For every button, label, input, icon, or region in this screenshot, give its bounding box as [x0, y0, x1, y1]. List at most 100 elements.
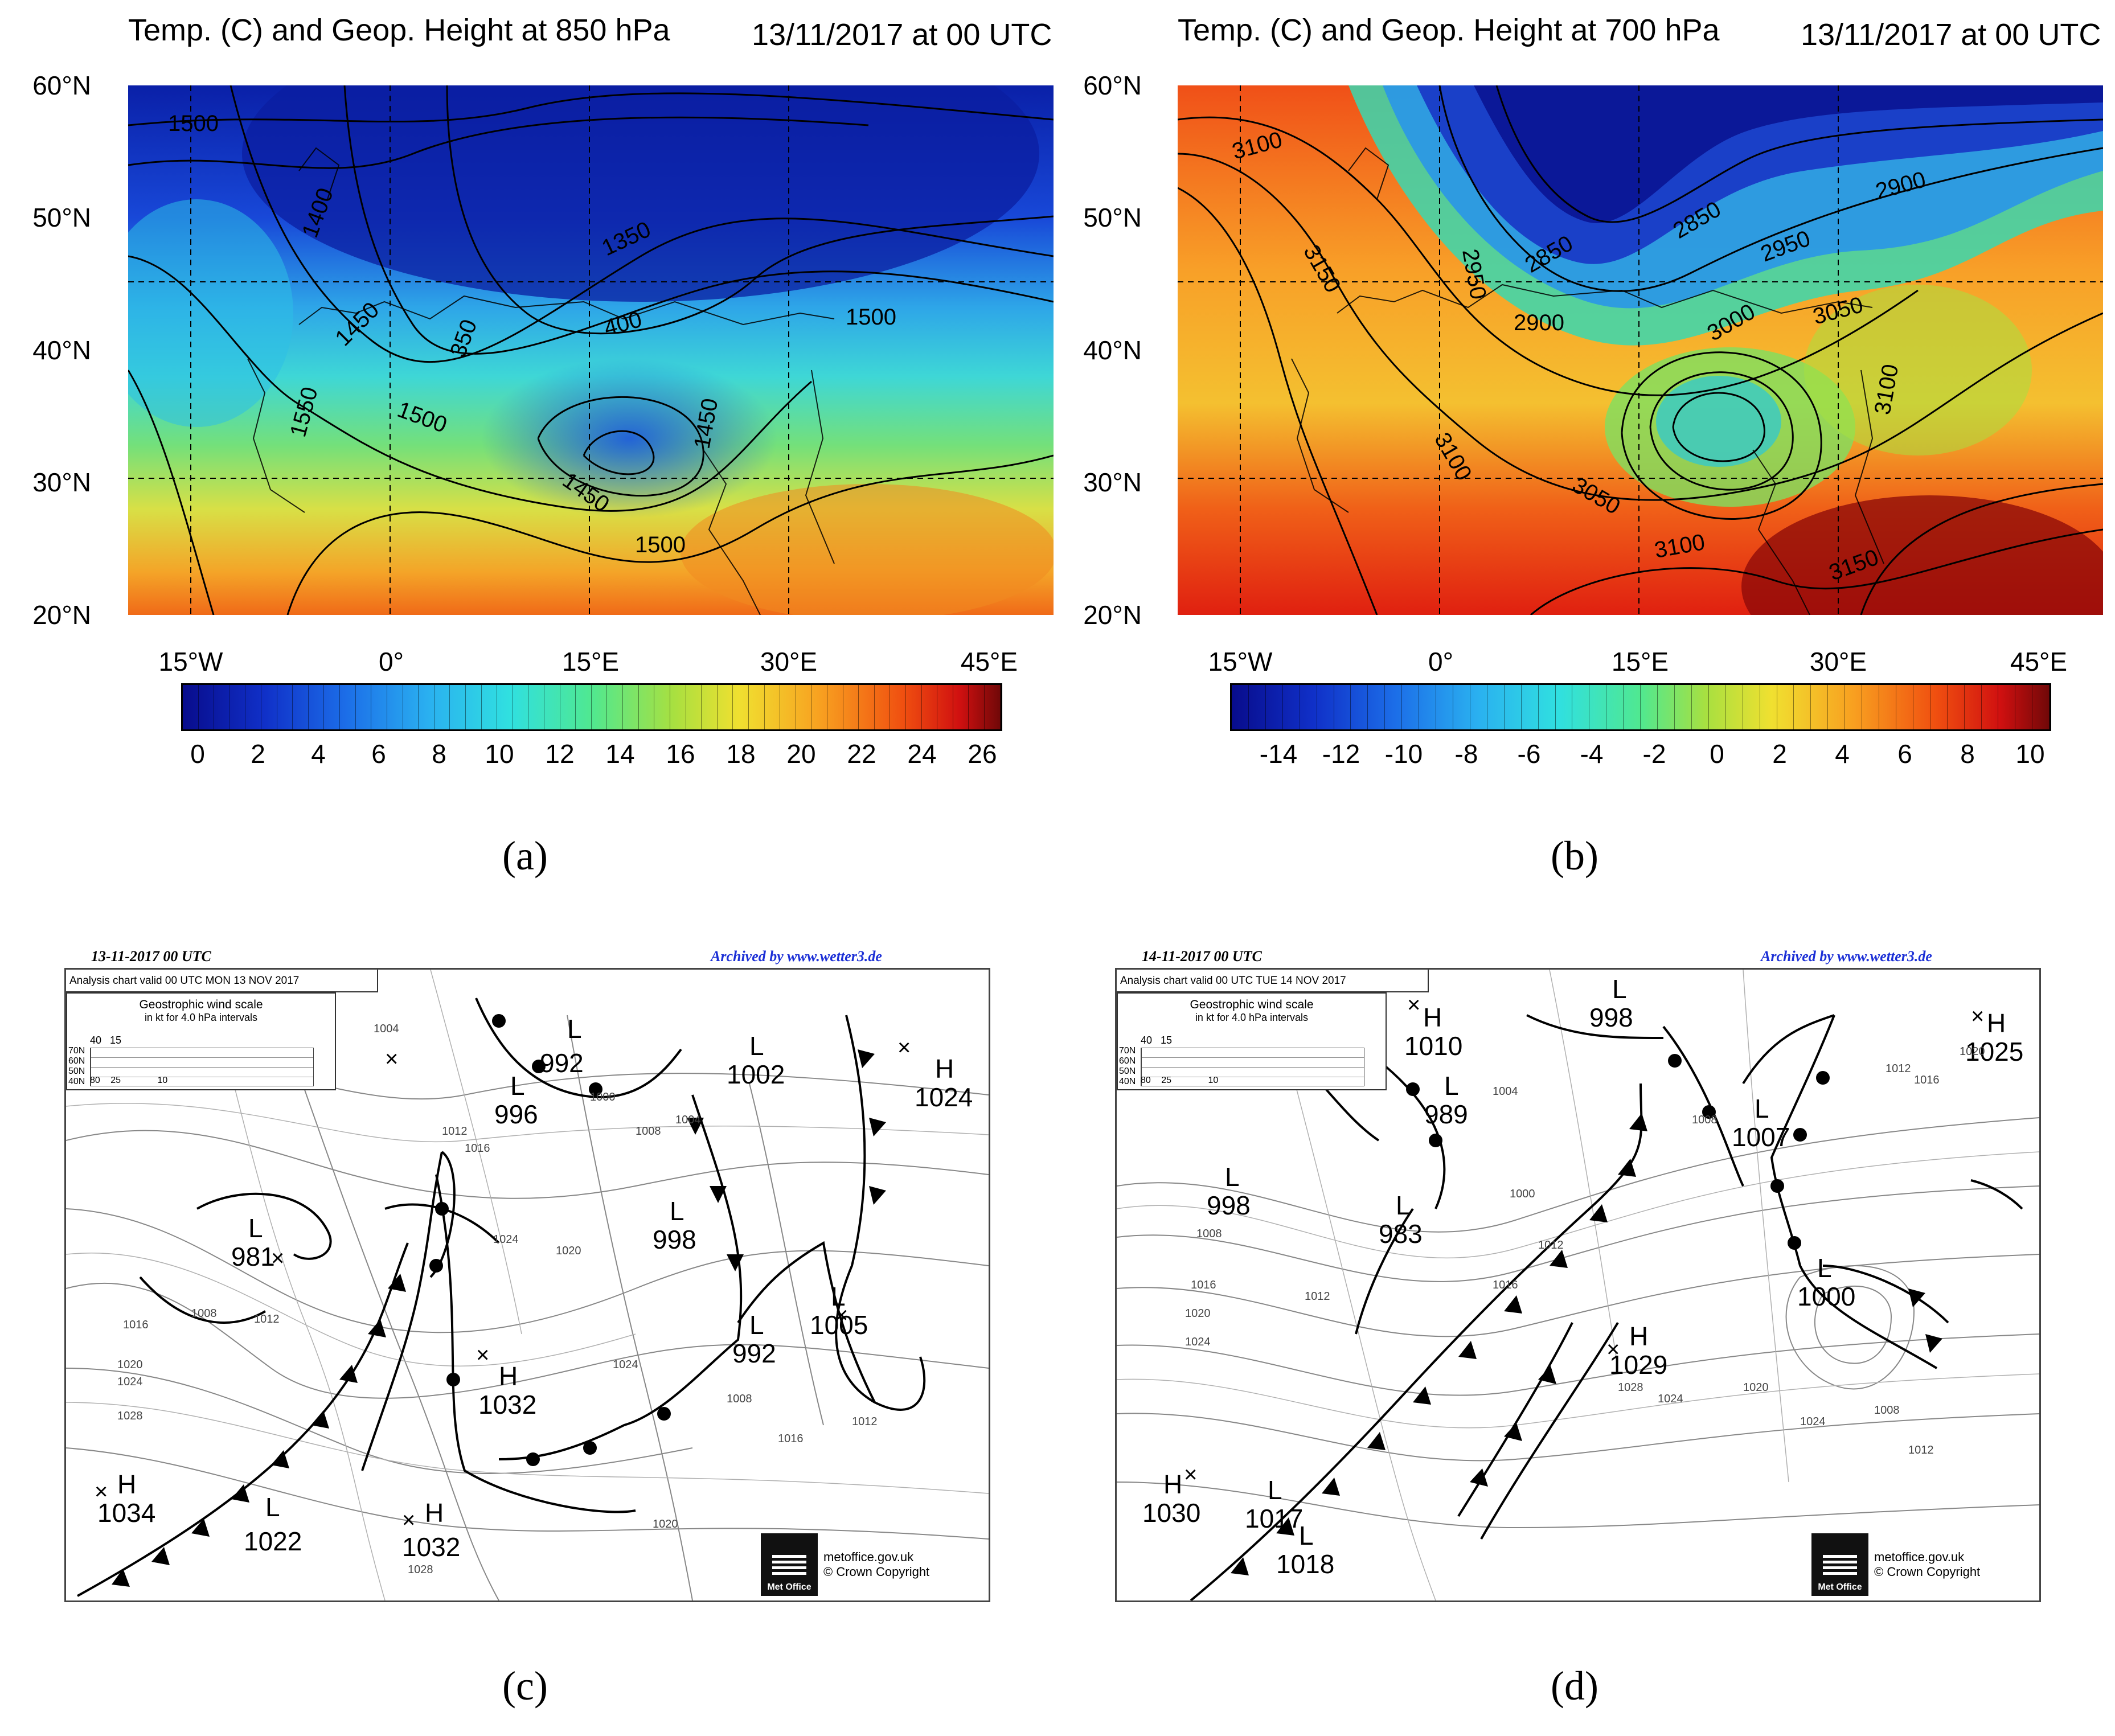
- panel-a-colorbar: [181, 683, 1002, 731]
- panel-c-isobar-label: 1024: [117, 1376, 143, 1388]
- panel-c-center-value: 992: [732, 1339, 776, 1368]
- panel-c-scale-lat: 40N: [68, 1077, 85, 1086]
- svg-text:L: L: [567, 1014, 582, 1044]
- panel-b-map: 3100 3150 2950 2850 2850 2900 2950 2900 …: [1178, 85, 2103, 615]
- panel-d-isobar-label: 1000: [1510, 1188, 1535, 1200]
- svg-text:L: L: [248, 1213, 263, 1243]
- panel-b-lat-30: 30°N: [1083, 467, 1142, 497]
- panel-c-logo-name: Met Office: [767, 1582, 811, 1592]
- panel-c-isobar-label: 1008: [636, 1125, 661, 1138]
- panel-d-met-office-logo: Met Office metoffice.gov.uk © Crown Copy…: [1811, 1533, 1980, 1596]
- met-office-logo-icon: Met Office: [1811, 1533, 1868, 1596]
- panel-b-lon-0: 0°: [1428, 647, 1453, 676]
- panel-d-center-value: 998: [1207, 1191, 1251, 1220]
- panel-d-logo-copy: © Crown Copyright: [1874, 1565, 1981, 1579]
- panel-c-scale-top: 15: [110, 1035, 122, 1046]
- panel-a-lon-30e: 30°E: [760, 647, 818, 676]
- panel-c-scale-lat: 70N: [68, 1046, 85, 1056]
- panel-a-cb-label: 22: [847, 739, 876, 769]
- panel-d-center-value: 1017: [1245, 1504, 1303, 1533]
- panel-d-analysis-chart: H 1010 L 998 L 989 H 1025 L 1007 L 998 L…: [1115, 968, 2041, 1602]
- panel-d-isobar-label: 1008: [1692, 1114, 1718, 1126]
- panel-d-scale-sub: in kt for 4.0 hPa intervals: [1195, 1012, 1309, 1023]
- svg-text:L: L: [1817, 1253, 1832, 1283]
- panel-d-isobar-label: 1020: [1185, 1307, 1211, 1320]
- panel-c-isobar-label: 1012: [254, 1313, 280, 1325]
- panel-c-scale-bottom: 25: [110, 1076, 121, 1085]
- panel-c-scale-bottom: 80: [90, 1076, 100, 1085]
- panel-d-isobar-label: 1012: [1305, 1290, 1330, 1303]
- panel-b-lat-60: 60°N: [1083, 71, 1142, 100]
- panel-a-cb-label: 16: [666, 739, 695, 769]
- svg-text:×: ×: [835, 1303, 848, 1328]
- panel-a-title: Temp. (C) and Geop. Height at 850 hPa: [128, 13, 670, 47]
- panel-b-lat-50: 50°N: [1083, 203, 1142, 232]
- panel-b-cb-label: 8: [1960, 739, 1975, 769]
- panel-b-cb-label: -12: [1322, 739, 1360, 769]
- panel-b-cb-label: 2: [1772, 739, 1787, 769]
- panel-d-isobar-label: 1024: [1800, 1415, 1826, 1428]
- panel-c-isobar-label: 1016: [778, 1433, 804, 1445]
- panel-d-isobar-label: 1016: [1914, 1074, 1940, 1086]
- panel-a-cb-label: 18: [726, 739, 756, 769]
- panel-c-isobar-label: 1028: [408, 1563, 433, 1576]
- panel-b-lon-45e: 45°E: [2010, 647, 2068, 676]
- panel-c-isobar-label: 1016: [123, 1319, 149, 1331]
- panel-d-scale-top: 40: [1141, 1035, 1153, 1046]
- panel-a-contour-label: 1500: [635, 532, 686, 557]
- panel-a-map: 1500 1400 1350 1450 350 400 1500 1550 15…: [128, 85, 1054, 615]
- panel-d-letter: (d): [1551, 1663, 1598, 1709]
- svg-text:H: H: [425, 1498, 444, 1528]
- panel-d-center-value: 989: [1424, 1099, 1468, 1129]
- panel-c-scale-title: Geostrophic wind scale: [139, 998, 263, 1011]
- svg-text:H: H: [1163, 1470, 1182, 1499]
- panel-b-colorbar: [1230, 683, 2051, 731]
- svg-text:L: L: [1396, 1191, 1411, 1220]
- panel-c-center-value: 1032: [478, 1390, 536, 1419]
- panel-c-center-value: 1022: [244, 1526, 302, 1556]
- panel-c-logo-site: metoffice.gov.uk: [823, 1550, 914, 1564]
- panel-a-cb-label: 20: [786, 739, 816, 769]
- met-office-logo-icon: Met Office: [761, 1533, 818, 1596]
- panel-b-cb-label: 4: [1835, 739, 1850, 769]
- panel-d-scale-title: Geostrophic wind scale: [1190, 998, 1314, 1011]
- svg-text:×: ×: [95, 1479, 108, 1504]
- panel-d-scale-lat: 50N: [1119, 1066, 1136, 1076]
- panel-c-wind-scale: Geostrophic wind scale in kt for 4.0 hPa…: [66, 992, 336, 1090]
- panel-c-analysis-chart: L 992 L 996 L 1002 H 1024 L 981 L 998 L …: [64, 968, 990, 1602]
- panel-a-contour-label: 1500: [846, 305, 896, 330]
- panel-d-scale-lat: 60N: [1119, 1056, 1136, 1066]
- panel-d-center-value: 998: [1589, 1003, 1633, 1032]
- panel-b-temperature-field: 3100 3150 2950 2850 2850 2900 2950 2900 …: [1178, 85, 2103, 615]
- panel-a-cb-label: 8: [432, 739, 446, 769]
- panel-c-isobar-label: 1004: [374, 1023, 399, 1035]
- panel-c-center-value: 1034: [97, 1498, 155, 1528]
- svg-text:L: L: [1612, 974, 1627, 1004]
- panel-c-scale-sub: in kt for 4.0 hPa intervals: [144, 1012, 258, 1023]
- panel-c-isobar-label: 1008: [191, 1307, 217, 1320]
- panel-a-lat-50: 50°N: [32, 203, 91, 232]
- panel-d-isobar-label: 1016: [1493, 1279, 1518, 1291]
- svg-text:×: ×: [271, 1246, 284, 1271]
- panel-c-center-value: 992: [540, 1048, 584, 1078]
- svg-text:L: L: [670, 1196, 684, 1226]
- svg-text:×: ×: [897, 1035, 911, 1060]
- panel-d-isobar-label: 1024: [1658, 1393, 1683, 1405]
- panel-a-lat-40: 40°N: [32, 335, 91, 365]
- panel-c-isobar-label: 1024: [493, 1233, 519, 1246]
- panel-d-logo-site: metoffice.gov.uk: [1874, 1550, 1965, 1564]
- panel-d-center-value: 1029: [1609, 1350, 1667, 1380]
- panel-a-cb-label: 0: [190, 739, 205, 769]
- panel-c-scale-lat: 50N: [68, 1066, 85, 1076]
- panel-b-lon-15e: 15°E: [1611, 647, 1669, 676]
- panel-b-lon-30e: 30°E: [1809, 647, 1867, 676]
- panel-a-lon-0: 0°: [379, 647, 404, 676]
- svg-text:H: H: [117, 1470, 136, 1499]
- panel-d-date-header: 14-11-2017 00 UTC: [1142, 948, 1262, 965]
- svg-text:×: ×: [1606, 1337, 1620, 1362]
- panel-c-letter: (c): [502, 1663, 548, 1709]
- panel-c-date-header: 13-11-2017 00 UTC: [91, 948, 211, 965]
- svg-text:L: L: [510, 1071, 525, 1101]
- panel-c-isobar-label: 1000: [590, 1091, 616, 1103]
- panel-d-isobar-label: 1024: [1185, 1336, 1211, 1348]
